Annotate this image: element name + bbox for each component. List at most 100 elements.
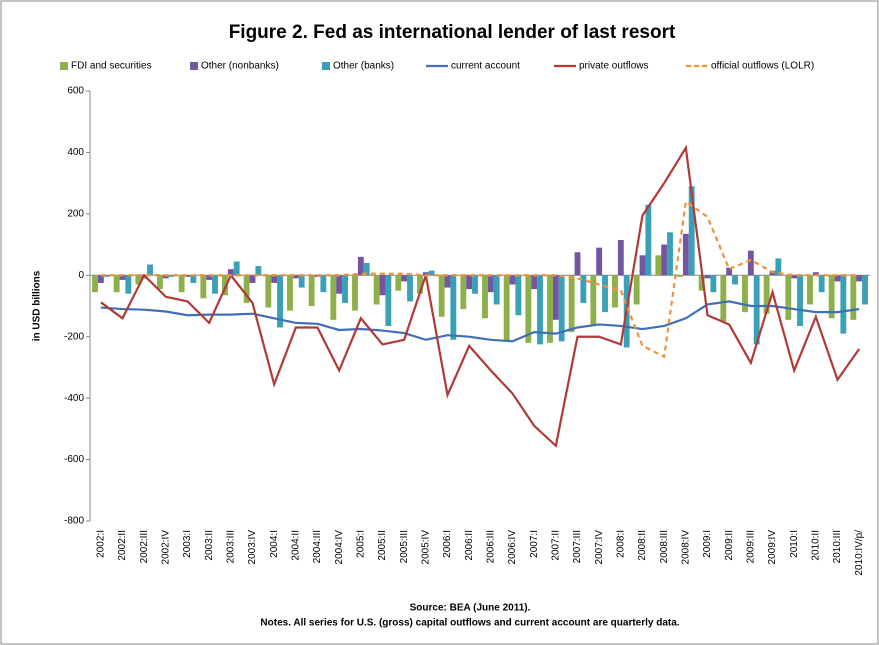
- chart-title: Figure 2. Fed as international lender of…: [229, 22, 676, 43]
- bar: [385, 275, 392, 326]
- x-tick-label: 2002:II: [117, 530, 128, 561]
- x-tick-label: 2005:IV: [420, 530, 431, 565]
- bar: [271, 275, 278, 283]
- bar: [850, 275, 857, 320]
- bar: [667, 232, 673, 276]
- bar: [135, 275, 142, 285]
- notes: Notes. All series for U.S. (gross) capit…: [260, 618, 679, 629]
- bar: [487, 275, 494, 293]
- bar: [509, 275, 516, 285]
- legend-label: Other (nonbanks): [201, 61, 279, 72]
- bar: [162, 275, 169, 279]
- bar: [417, 275, 423, 294]
- x-tick-label: 2006:I: [442, 530, 453, 558]
- bar: [698, 275, 705, 291]
- bar: [828, 275, 835, 319]
- bar: [168, 275, 175, 277]
- y-tick-label: -600: [64, 454, 84, 465]
- bar: [482, 275, 488, 319]
- bar: [677, 275, 683, 277]
- bar: [503, 275, 510, 342]
- x-tick-label: 2010:III: [832, 530, 843, 563]
- bar: [834, 275, 841, 282]
- x-tick-label: 2007:III: [572, 530, 583, 563]
- bar: [379, 275, 386, 296]
- source: Source: BEA (June 2011).: [410, 603, 531, 614]
- bar: [125, 275, 132, 294]
- x-tick-label: 2004:III: [312, 530, 323, 563]
- bar: [352, 275, 358, 311]
- bar: [661, 244, 668, 276]
- x-tick-label: 2003:IV: [247, 530, 258, 565]
- bar: [840, 275, 847, 334]
- x-tick-label: 2009:IV: [767, 530, 778, 565]
- bar: [292, 275, 299, 279]
- x-tick-label: 2004:I: [269, 530, 280, 558]
- bar: [537, 275, 543, 345]
- x-tick-label: 2010:II: [810, 530, 821, 561]
- line: [100, 144, 861, 448]
- bar: [277, 275, 283, 328]
- x-tick-label: 2009:II: [724, 530, 735, 561]
- bar: [862, 275, 868, 305]
- x-tick-label: 2004:IV: [334, 530, 345, 565]
- legend-label: official outflows (LOLR): [711, 61, 814, 72]
- bar: [856, 275, 863, 282]
- bar: [233, 261, 240, 276]
- bar: [753, 275, 760, 345]
- legend-label: current account: [451, 61, 520, 72]
- legend-swatch: [322, 62, 330, 70]
- bar: [596, 247, 603, 276]
- bar: [249, 275, 256, 283]
- bar: [428, 270, 435, 276]
- y-tick-label: -800: [64, 516, 84, 527]
- bar: [113, 275, 120, 293]
- bar: [531, 275, 538, 290]
- bar: [645, 204, 652, 276]
- x-tick-label: 2004:II: [290, 530, 301, 561]
- bar: [688, 186, 695, 276]
- bar: [422, 272, 429, 276]
- bar: [206, 275, 213, 280]
- x-tick-label: 2002:I: [95, 530, 106, 558]
- x-tick-label: 2005:III: [399, 530, 410, 563]
- bar: [287, 275, 293, 311]
- bar: [178, 275, 185, 293]
- bar: [147, 264, 153, 276]
- bar: [785, 275, 792, 320]
- bar: [763, 275, 770, 314]
- bar: [460, 275, 467, 310]
- x-tick-label: 2005:II: [377, 530, 388, 561]
- x-tick-label: 2006:II: [464, 530, 475, 561]
- bar: [710, 275, 717, 293]
- bar: [212, 275, 218, 294]
- bar: [655, 255, 662, 276]
- bar: [732, 275, 738, 285]
- x-tick-label: 2005:I: [355, 530, 366, 558]
- bar: [775, 258, 782, 276]
- bar: [222, 275, 228, 296]
- bar: [97, 275, 104, 283]
- bar: [590, 275, 597, 326]
- bar: [558, 275, 565, 342]
- bar: [298, 275, 305, 288]
- bar: [807, 275, 813, 305]
- legend-label: FDI and securities: [71, 61, 152, 72]
- legend-label: private outflows: [579, 61, 648, 72]
- bar: [525, 275, 532, 343]
- x-tick-label: 2003:I: [182, 530, 193, 558]
- x-tick-label: 2010:I: [789, 530, 800, 558]
- x-tick-label: 2002:IV: [160, 530, 171, 565]
- bar: [401, 275, 408, 282]
- bar: [493, 275, 500, 305]
- x-tick-label: 2006:III: [485, 530, 496, 563]
- bar: [552, 275, 559, 320]
- x-tick-label: 2008:III: [659, 530, 670, 563]
- x-tick-label: 2010:IV/p/: [854, 530, 865, 576]
- bar: [438, 275, 445, 317]
- bar: [747, 250, 754, 276]
- bar: [720, 275, 727, 322]
- bar: [818, 275, 825, 293]
